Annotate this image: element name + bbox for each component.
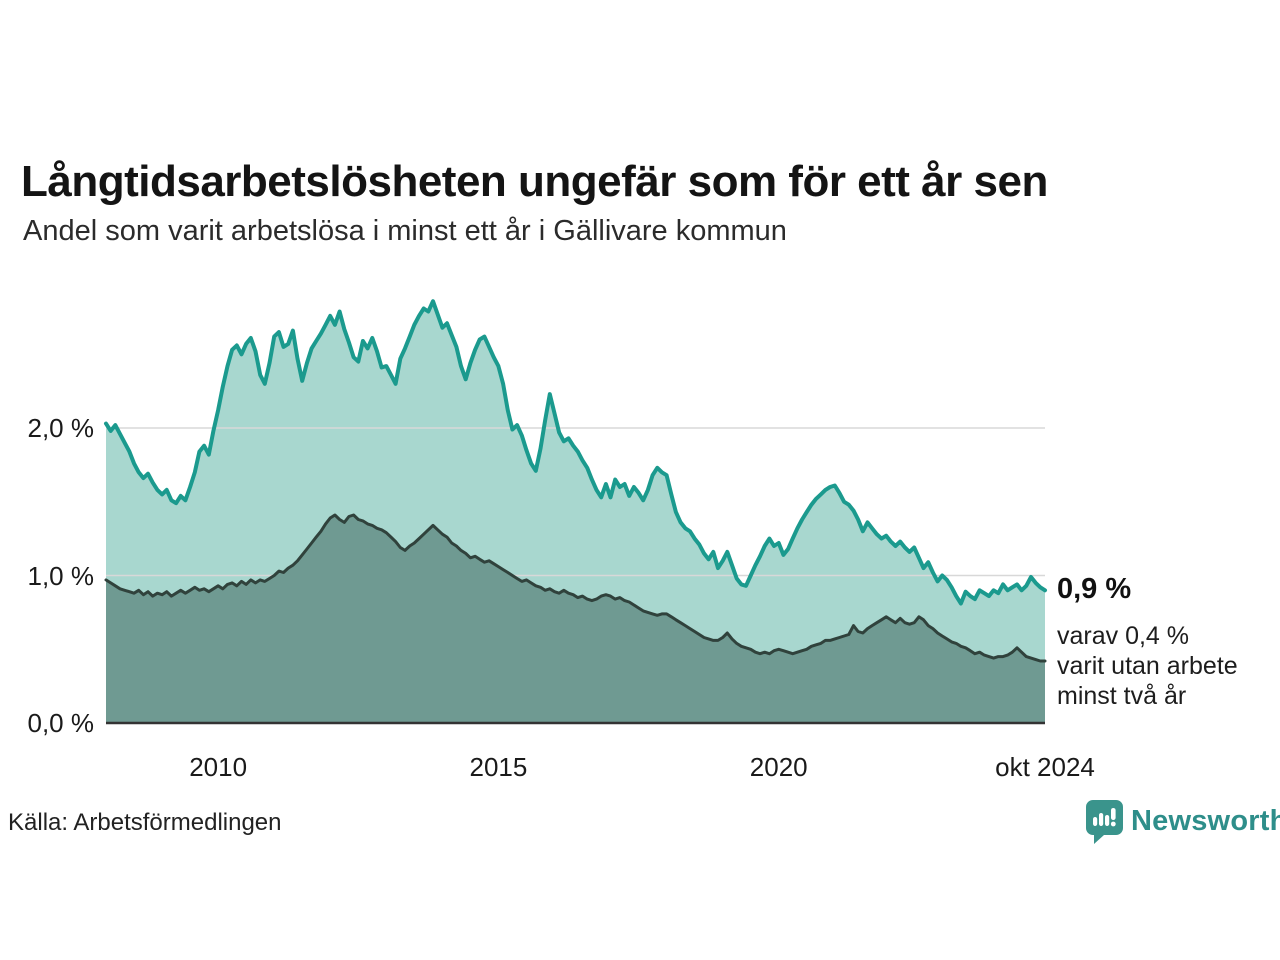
- detail-line-2: varit utan arbete: [1057, 652, 1238, 680]
- detail-line-3: minst två år: [1057, 682, 1187, 710]
- latest-value-label: 0,9 %: [1057, 573, 1132, 605]
- page-title: Långtidsarbetslösheten ungefär som för e…: [21, 157, 1048, 207]
- newsworthy-wordmark: Newsworthy: [1131, 805, 1280, 837]
- latest-value-detail: varav 0,4 % varit utan arbete minst två …: [1057, 621, 1238, 711]
- line-unemployed-min-two-years: [104, 513, 1047, 663]
- y-tick-2: 2,0 %: [27, 413, 95, 443]
- newsworthy-logo: Newsworthy: [1086, 800, 1280, 846]
- y-tick-1: 1,0 %: [27, 560, 95, 591]
- y-tick-0: 0,0 %: [27, 708, 95, 738]
- area-unemployed-min-two-years: [106, 515, 1045, 723]
- x-tick-okt-2024: okt 2024: [995, 752, 1095, 782]
- x-tick-2015: 2015: [469, 752, 528, 782]
- page-subtitle: Andel som varit arbetslösa i minst ett å…: [23, 215, 787, 247]
- x-tick-2020: 2020: [749, 752, 808, 782]
- x-tick-2010: 2010: [189, 752, 248, 782]
- bar-chart-speech-bubble-icon: [1086, 800, 1123, 844]
- detail-line-1: varav 0,4 %: [1057, 622, 1190, 650]
- source-note: Källa: Arbetsförmedlingen: [8, 809, 282, 836]
- gridlines: [106, 427, 1045, 577]
- line-unemployed-min-one-year: [104, 299, 1047, 606]
